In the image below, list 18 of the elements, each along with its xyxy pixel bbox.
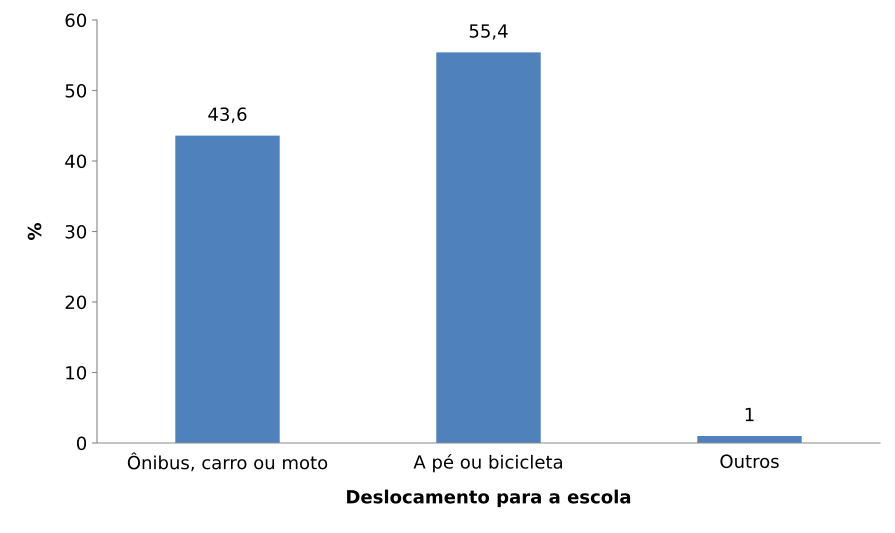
y-tick-label: 50 <box>66 84 86 98</box>
bar <box>436 52 541 443</box>
y-tick-label: 60 <box>66 13 86 28</box>
data-label: 43,6 <box>208 107 246 123</box>
bar <box>175 136 280 443</box>
y-tick-label: 20 <box>66 295 86 310</box>
y-tick-label: 10 <box>66 366 86 380</box>
bar <box>697 436 802 443</box>
y-tick-label: 30 <box>66 224 86 239</box>
y-axis-title: % <box>28 223 42 240</box>
x-tick-label: Ônibus, carro ou moto <box>128 452 328 472</box>
x-tick-label: Outros <box>720 454 779 468</box>
y-tick-label: 40 <box>65 154 86 168</box>
x-axis-title: Deslocamento para a escola <box>347 490 630 508</box>
data-label: 1 <box>746 408 754 422</box>
data-label: 55,4 <box>470 24 508 40</box>
x-tick-label: A pé ou bicicleta <box>414 454 562 472</box>
y-tick-label: 0 <box>76 436 86 450</box>
